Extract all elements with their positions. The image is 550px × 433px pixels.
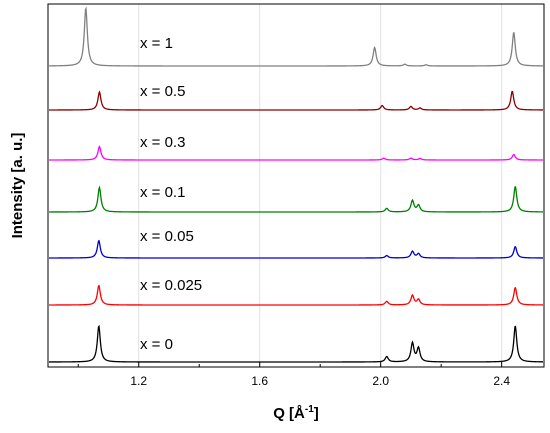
y-axis-title: Intensity [a. u.] bbox=[9, 133, 26, 239]
series-line bbox=[49, 185, 544, 213]
x-tick-label: 2.0 bbox=[372, 374, 389, 388]
series-label: x = 0.3 bbox=[140, 134, 185, 151]
series-line bbox=[49, 145, 543, 161]
series-label: x = 0.05 bbox=[140, 228, 194, 245]
series-line bbox=[49, 239, 543, 259]
series-label: x = 1 bbox=[140, 35, 173, 52]
series-label: x = 0.025 bbox=[140, 277, 202, 294]
series-label: x = 0 bbox=[140, 336, 173, 353]
series-labels: x = 1 x = 0.5 x = 0.3 x = 0.1 x = 0.05 x = 0.… bbox=[140, 35, 202, 353]
grid-lines bbox=[138, 4, 503, 367]
series-label: x = 0.1 bbox=[140, 184, 185, 201]
x-tick-label: 2.4 bbox=[493, 374, 510, 388]
series-lines bbox=[48, 6, 544, 363]
plot-frame bbox=[47, 3, 545, 368]
x-tick-label: 1.6 bbox=[251, 374, 268, 388]
x-tick-label: 1.2 bbox=[130, 374, 147, 388]
x-axis-title: Q [Å-1] bbox=[273, 404, 319, 422]
series-line bbox=[49, 324, 544, 363]
series-label: x = 0.5 bbox=[140, 83, 185, 100]
series-line bbox=[49, 284, 543, 306]
series-line bbox=[48, 6, 544, 67]
x-ticks: 1.2 1.6 2.0 2.4 bbox=[77, 362, 510, 388]
series-line bbox=[49, 90, 543, 111]
